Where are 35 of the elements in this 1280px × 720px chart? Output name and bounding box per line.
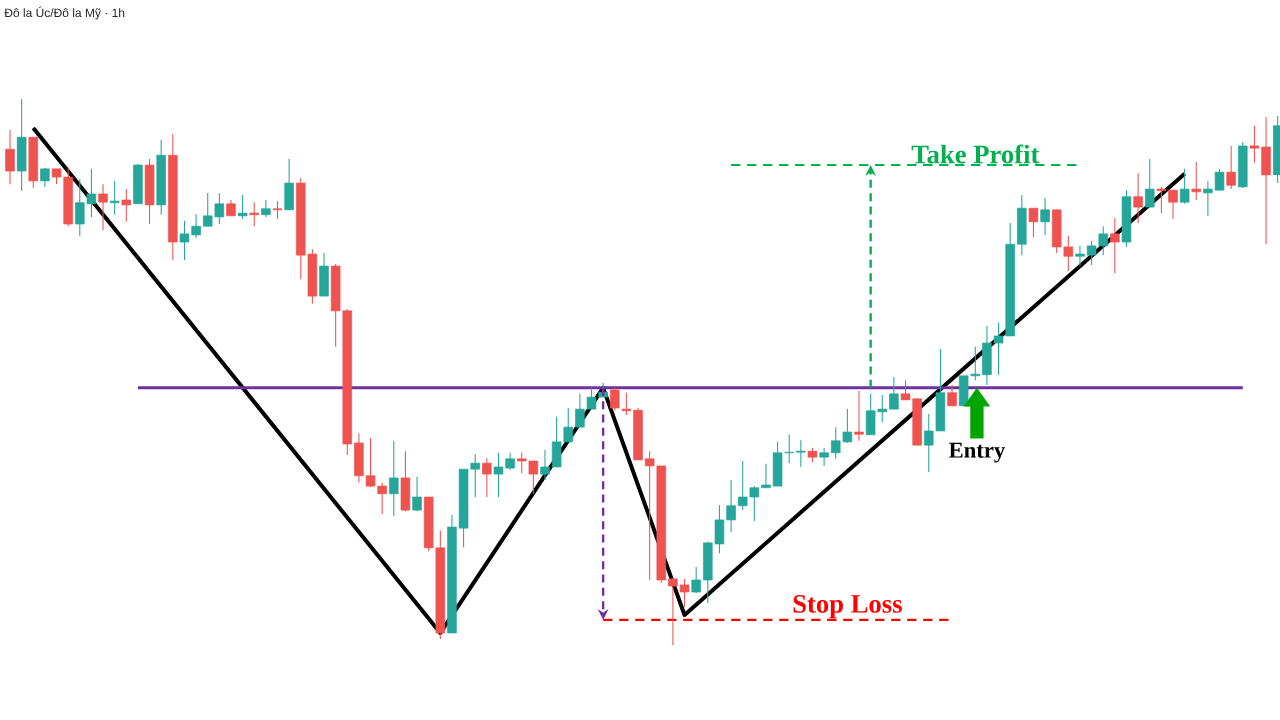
candlestick: [272, 200, 283, 220]
candlestick: [5, 129, 15, 185]
legend-label: Take Profit: [911, 144, 1040, 164]
candlestick: [761, 463, 771, 489]
candlestick: [1156, 186, 1167, 214]
series-label: Stop Loss: [793, 594, 902, 619]
chart-title: Đô la Úc/Đô la Mỹ · 1h: [4, 6, 125, 20]
candlestick: [1110, 217, 1120, 274]
candlestick: [819, 447, 829, 467]
candlestick: [109, 180, 120, 216]
candlestick: [540, 449, 550, 481]
candlestick: [1168, 189, 1178, 220]
candlestick: [1249, 125, 1260, 164]
candlestick: [98, 183, 108, 231]
candlestick: [412, 476, 422, 512]
candlestick: [796, 439, 806, 468]
candlestick: [1028, 207, 1039, 238]
candlestick: [1040, 197, 1050, 236]
candlestick: [691, 566, 701, 594]
candlestick: [1191, 161, 1202, 201]
candlestick: [121, 188, 132, 223]
candlestick: [889, 376, 899, 410]
candlestick: [1075, 245, 1085, 267]
candlestick: [482, 457, 492, 498]
annotation: Entry: [948, 442, 1006, 463]
candlestick: [1133, 172, 1143, 224]
candlestick: [237, 194, 248, 220]
candlestick: [854, 390, 864, 442]
candlestick: [1179, 168, 1190, 205]
candlestick: [1144, 158, 1155, 208]
candlestick: [389, 440, 399, 517]
candlestick: [1226, 145, 1236, 190]
candlestick: [249, 201, 259, 227]
candlestick: [947, 384, 957, 407]
candlestick: [261, 199, 271, 218]
